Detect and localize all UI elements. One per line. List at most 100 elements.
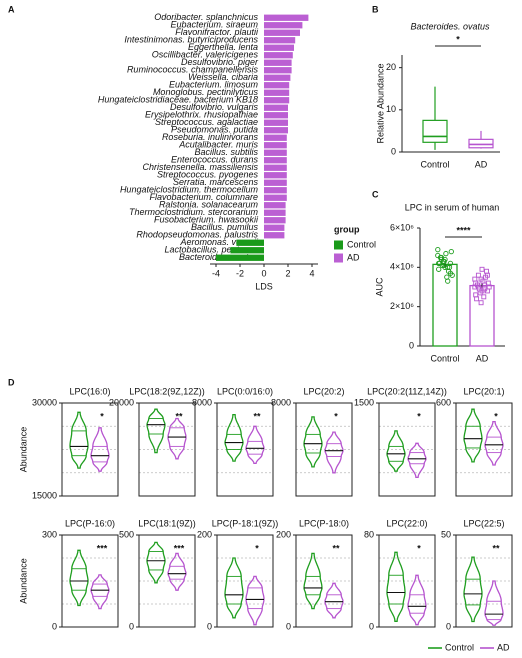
category-label: Desulfovibrio. piger — [181, 57, 259, 67]
plot-frame — [455, 402, 513, 497]
significance: * — [456, 34, 460, 44]
violin — [167, 417, 187, 460]
bar — [236, 239, 264, 246]
panel-title: LPC(P-18:0) — [299, 518, 349, 528]
bar — [264, 89, 290, 96]
bar — [264, 149, 287, 156]
x-tick-label: Control — [420, 159, 449, 169]
point — [438, 256, 445, 263]
point — [435, 246, 441, 253]
category-label: Fusobacterium. hwasookii — [154, 215, 259, 225]
category-label: Serratia. marcescens — [173, 177, 259, 187]
point — [472, 276, 478, 282]
category-label: Lactobacillus. pentosus — [164, 245, 258, 255]
point — [484, 272, 490, 278]
y-axis-label: Relative Abundance — [375, 63, 385, 143]
x-tick-label: -2 — [236, 268, 244, 278]
plot-frame — [138, 402, 196, 497]
category-label: Bacillus. subtilis — [194, 147, 258, 157]
y-tick-label: 4×10⁶ — [390, 262, 414, 272]
y-tick-label: 0 — [369, 621, 374, 631]
point — [445, 278, 451, 284]
category-label: Bacillus. pumilus — [191, 222, 259, 232]
bar — [264, 29, 300, 36]
significance: ** — [332, 543, 340, 553]
point — [448, 248, 454, 255]
significance: * — [334, 411, 338, 421]
bar — [264, 22, 303, 29]
bar — [216, 254, 264, 261]
y-tick-label: 0 — [409, 340, 414, 350]
violin — [90, 427, 110, 472]
panel-label: A — [8, 4, 15, 14]
panel-title: LPC(22:0) — [386, 518, 427, 528]
x-tick-label: 2 — [285, 268, 290, 278]
x-tick-label: 0 — [261, 268, 266, 278]
panel-title: LPC(20:2(11Z,14Z)) — [367, 386, 447, 396]
x-tick-label: 4 — [309, 268, 314, 278]
category-label: Eubacterium. siraeum — [170, 20, 258, 30]
point — [484, 268, 489, 274]
violin — [167, 552, 187, 591]
category-label: Acutalibacter. muris — [178, 140, 258, 150]
category-label: Ruminococcus. champanellensis — [127, 65, 259, 75]
category-label: Christensenella. massiliensis — [142, 162, 258, 172]
bar — [264, 232, 285, 239]
y-tick-label: 8000 — [192, 397, 212, 407]
y-tick-label: 20000 — [109, 397, 134, 407]
violin — [303, 552, 323, 610]
plot-frame — [61, 534, 119, 628]
chart-title: LPC in serum of human — [405, 202, 500, 212]
point — [473, 280, 479, 286]
y-tick-label: 200 — [197, 529, 212, 539]
plot-frame — [216, 534, 274, 628]
category-label: Desulfovibrio. vulgaris — [170, 102, 259, 112]
legend-label: AD — [347, 252, 360, 262]
violin — [407, 574, 427, 626]
plot-frame — [138, 534, 196, 628]
bar — [264, 194, 287, 201]
category-label: Hungateiclostridium. thermocellum — [120, 185, 259, 195]
y-tick-label: 6×10⁶ — [390, 222, 414, 232]
violin — [69, 411, 89, 469]
y-tick-label: 0 — [129, 621, 134, 631]
category-label: Oscillibacter. valericigenes — [152, 50, 259, 60]
legend-swatch — [334, 253, 343, 263]
bar — [264, 104, 288, 111]
category-label: Erysipelothrix. rhusiopathiae — [145, 110, 258, 120]
point — [442, 264, 448, 270]
panel-title: LPC(P-18:1(9Z)) — [212, 518, 279, 528]
bar — [264, 74, 291, 81]
panel-title: LPC(20:2) — [303, 386, 344, 396]
bar — [264, 172, 287, 179]
bar — [264, 202, 286, 209]
category-label: Roseburia. inulinivorans — [162, 132, 259, 142]
bar — [264, 209, 286, 216]
bar — [264, 67, 292, 74]
panel-title: LPC(22:5) — [463, 518, 504, 528]
y-tick-label: 300 — [42, 529, 57, 539]
significance: * — [255, 543, 259, 553]
bar — [264, 44, 294, 51]
y-tick-label: 0 — [446, 621, 451, 631]
y-tick-label: 80 — [364, 529, 374, 539]
point — [480, 278, 486, 284]
x-tick-label: AD — [476, 353, 489, 363]
plot-frame — [455, 534, 513, 628]
panel-label: D — [8, 377, 15, 387]
bar — [264, 157, 287, 164]
x-tick-label: -4 — [212, 268, 220, 278]
bar — [264, 164, 287, 171]
significance: ** — [253, 411, 261, 421]
category-label: Enterococcus. durans — [171, 155, 259, 165]
category-label: Aeromonas. veronii — [179, 237, 259, 247]
category-label: Weissella. cibaria — [188, 72, 258, 82]
y-tick-label: 0 — [52, 621, 57, 631]
significance: *** — [97, 543, 108, 553]
x-tick-label: Control — [430, 353, 459, 363]
category-label: Monoglobus. pectinilyticus — [153, 87, 259, 97]
point — [475, 284, 481, 290]
panel-label: B — [372, 4, 379, 14]
point — [474, 296, 480, 302]
y-tick-label: 10 — [386, 104, 396, 114]
